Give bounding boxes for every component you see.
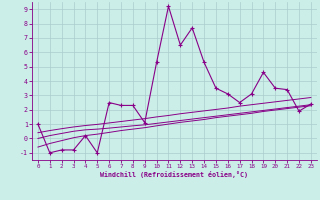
X-axis label: Windchill (Refroidissement éolien,°C): Windchill (Refroidissement éolien,°C) (100, 171, 248, 178)
